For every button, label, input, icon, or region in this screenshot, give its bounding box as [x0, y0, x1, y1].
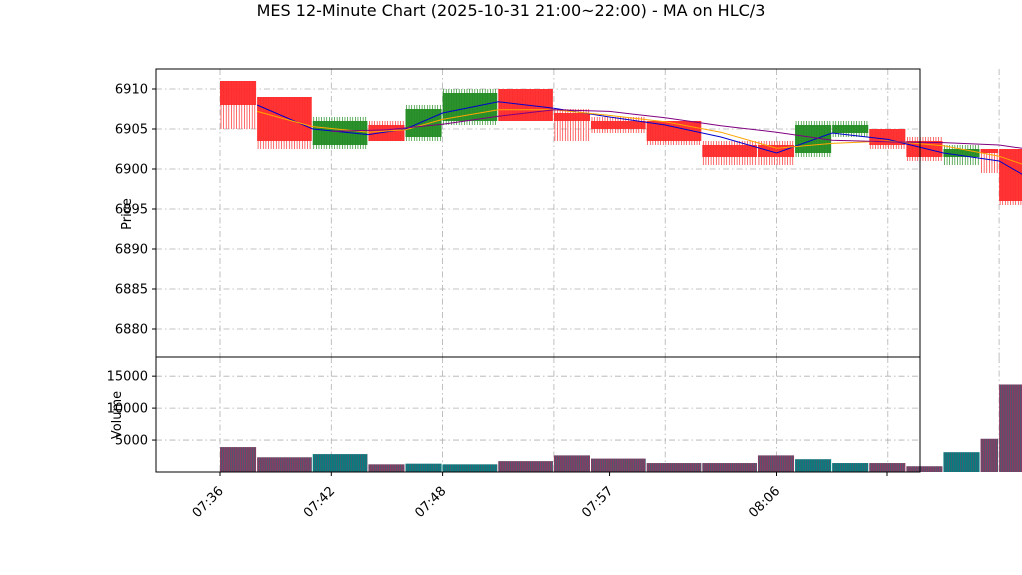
volume-bar-rect — [757, 455, 795, 472]
price-bar — [405, 105, 442, 141]
volume-bar — [646, 463, 702, 472]
volume-panel-frame — [155, 356, 921, 473]
volume-bar — [498, 461, 553, 472]
volume-bar-rect — [702, 463, 757, 472]
price-tick-label: 6900 — [115, 163, 148, 178]
volume-bar-rect — [646, 463, 702, 472]
moving-average-line — [256, 109, 1022, 165]
volume-bar — [220, 447, 257, 472]
price-bar-body — [405, 109, 442, 137]
price-bar-body — [368, 125, 405, 141]
volume-bar — [553, 455, 590, 472]
volume-axis-label: Volume — [110, 391, 125, 439]
price-bar-body — [553, 113, 590, 121]
price-bar-body — [943, 149, 980, 157]
volume-bar-rect — [795, 459, 832, 472]
volume-bar — [795, 459, 832, 472]
price-y-ticks: 6880 6885 6890 6895 6900 6905 6910 — [115, 83, 156, 338]
moving-average-line — [331, 109, 1022, 149]
volume-bar — [757, 455, 795, 472]
price-bar — [553, 109, 590, 141]
volume-tick-label: 10000 — [107, 402, 148, 417]
volume-bar — [312, 454, 368, 472]
price-axis-label: Price — [120, 198, 135, 230]
price-tick-label: 6910 — [115, 83, 148, 98]
volume-bar-rect — [368, 464, 405, 472]
volume-bar — [405, 463, 442, 472]
volume-tick-label: 5000 — [115, 434, 148, 449]
volume-bar-rect — [553, 455, 590, 472]
volume-bar-rect — [498, 461, 553, 472]
volume-bar — [906, 466, 943, 472]
volume-bar — [999, 384, 1022, 472]
price-tick-label: 6890 — [115, 243, 148, 258]
price-bar-body — [702, 145, 757, 157]
volume-bar — [257, 457, 312, 472]
price-tick-label: 6895 — [115, 203, 148, 218]
moving-average-lines — [256, 101, 1022, 175]
volume-bar-rect — [832, 463, 869, 472]
volume-bar-rect — [906, 466, 943, 472]
price-bar — [220, 81, 257, 129]
price-bar-body — [220, 81, 257, 105]
volume-bar — [442, 464, 498, 472]
moving-average-line — [256, 101, 1022, 175]
price-bar-body — [312, 121, 368, 145]
chart-title: MES 12-Minute Chart (2025-10-31 21:00~22… — [257, 1, 766, 20]
price-bar-body — [980, 149, 999, 153]
volume-bar-rect — [980, 438, 999, 472]
price-bar-body — [999, 149, 1022, 201]
price-tick-label: 6885 — [115, 283, 148, 298]
volume-bar — [980, 438, 999, 472]
volume-tick-label: 15000 — [107, 370, 148, 385]
volume-bar — [869, 463, 906, 472]
volume-bar — [832, 463, 869, 472]
price-bar-body — [591, 121, 646, 129]
price-bar-body — [832, 125, 869, 133]
volume-bar — [702, 463, 757, 472]
price-tick-label: 6880 — [115, 323, 148, 338]
volume-bar — [943, 452, 980, 472]
volume-bar — [368, 464, 405, 472]
volume-bars — [220, 384, 1022, 472]
volume-y-ticks: 5000 10000 15000 — [107, 370, 156, 449]
volume-bar-rect — [442, 464, 498, 472]
volume-bar-rect — [405, 463, 442, 472]
price-tick-label: 6905 — [115, 123, 148, 138]
volume-bar-rect — [943, 452, 980, 472]
volume-bar-rect — [220, 447, 257, 472]
volume-bar-rect — [869, 463, 906, 472]
volume-bar — [591, 458, 646, 472]
price-bar — [312, 117, 368, 149]
price-bar — [702, 141, 757, 165]
price-bar-body — [757, 145, 795, 157]
